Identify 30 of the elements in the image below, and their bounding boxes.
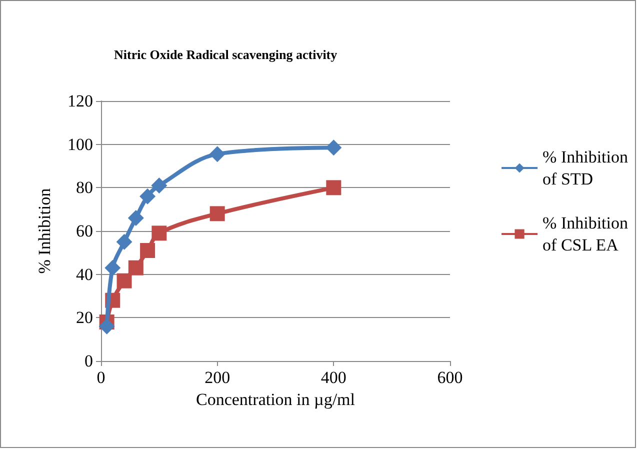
point xyxy=(128,260,144,276)
legend-label: % Inhibition of STD xyxy=(542,148,628,188)
x-tick-label: 400 xyxy=(320,368,346,387)
point xyxy=(104,260,121,276)
point xyxy=(116,234,132,250)
point xyxy=(326,180,342,196)
chart-title: Nitric Oxide Radical scavenging activity xyxy=(114,47,338,62)
point xyxy=(128,210,144,226)
point xyxy=(98,318,115,334)
point xyxy=(326,140,342,156)
point xyxy=(151,178,168,194)
x-tick-label: 600 xyxy=(437,368,463,387)
point xyxy=(140,243,156,258)
y-tick-label: 80 xyxy=(76,178,93,198)
point xyxy=(116,273,132,288)
y-axis-title: % Inhibition xyxy=(35,188,54,274)
x-tick-label: 0 xyxy=(96,368,106,387)
y-tick-label: 60 xyxy=(76,222,93,240)
y-tick-label: 20 xyxy=(76,308,93,328)
point xyxy=(140,188,156,204)
x-axis-title: Concentration in µg/ml xyxy=(196,390,356,409)
point xyxy=(209,146,226,162)
y-tick-label: 0 xyxy=(84,352,93,370)
y-tick-label: 100 xyxy=(68,134,93,154)
x-tick-label: 200 xyxy=(204,368,230,387)
y-tick-label: 120 xyxy=(68,92,93,110)
point xyxy=(210,206,225,222)
y-tick-label: 40 xyxy=(76,264,93,284)
point xyxy=(152,226,167,241)
legend-label: % Inhibition of CSL EA xyxy=(542,214,628,254)
